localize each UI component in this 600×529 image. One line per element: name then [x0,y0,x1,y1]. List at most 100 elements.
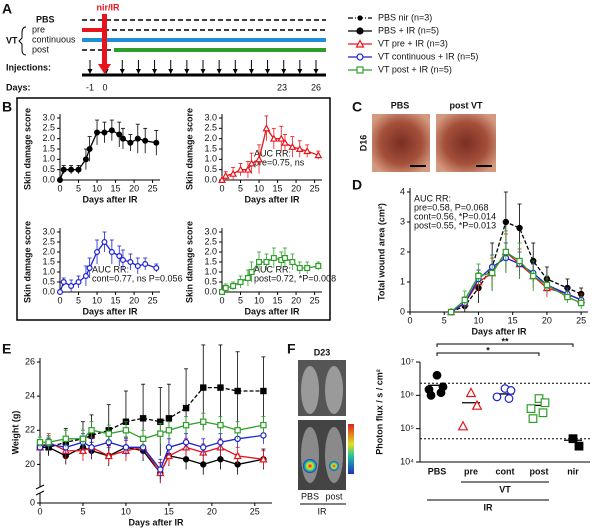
marker [200,444,207,451]
marker [122,427,130,434]
y-tick-label: 1.0 [42,154,55,164]
x-tick-label: 15 [111,183,121,193]
y-tick-label: 22 [25,425,35,435]
x-tick-label: 20 [291,295,301,305]
legend-label: PBS + IR (n=5) [378,25,439,35]
x-tick-label: 25 [310,295,320,305]
marker [105,430,112,437]
x-tick-label: 0 [57,295,62,305]
series-line [450,251,582,313]
day-label: 26 [311,82,321,92]
marker [119,135,126,142]
x-tick-label: 0 [37,506,42,516]
y-tick-label: 2.5 [42,123,55,133]
significance: ** [501,336,509,346]
panel-letter: C [352,99,362,115]
x-tick-label: 5 [238,183,243,193]
marker [219,289,226,296]
marker [465,387,477,398]
y-tick-label: 0.0 [42,174,55,184]
marker [116,253,123,260]
marker [259,454,268,463]
marker [75,279,82,286]
marker [88,444,95,451]
y-axis-label: Skin damage score [184,108,194,190]
row-label: PBS [36,14,55,24]
marker [62,435,69,443]
marker [217,384,224,391]
x-tick-label: 5 [238,295,243,305]
irradiation-bar [102,14,107,66]
y-tick-label: 1.5 [42,256,55,266]
marker [94,129,101,136]
marker [234,427,241,434]
injection-arrows [87,60,319,74]
marker [182,404,190,412]
x-tick-label: 5 [76,295,81,305]
marker [296,265,303,272]
line-chart: 0 5 10 15 20 25 0.00.51.01.52.02.53.0 Days afte… [22,221,182,316]
x-tick-label: 15 [111,295,121,305]
day-label: 23 [277,82,287,92]
x-tick-label: 0 [219,295,224,305]
marker [260,421,267,429]
marker [45,439,52,446]
x-axis-label: Days after IR [471,326,527,336]
marker [356,53,364,61]
marker [134,135,141,142]
marker [502,218,510,226]
marker [568,434,578,444]
marker [101,239,108,246]
annotation: AUC RR: [254,148,291,158]
y-tick-label: 0.5 [204,276,217,286]
legend-label: VT pre + IR (n=3) [378,38,448,48]
marker [134,263,141,270]
y-tick-label: 10⁴ [400,456,414,466]
arrow-head [135,69,141,74]
series-line [450,221,582,313]
marker [82,156,89,163]
marker [60,166,67,173]
marker [233,451,242,460]
marker [247,159,256,167]
marker [577,299,585,307]
y-tick-label: 1.5 [204,256,217,266]
marker [516,224,523,232]
marker [303,146,312,155]
photo-label: post [325,491,343,501]
marker [165,444,173,451]
marker [217,456,224,463]
marker [86,265,93,272]
y-tick-label: 2.0 [204,133,217,143]
row-label: continuous [32,34,76,44]
marker [68,283,75,290]
marker [461,296,468,304]
marker [222,285,229,292]
mouse [301,366,319,414]
marker [356,66,364,74]
marker [75,166,82,173]
marker [230,283,237,290]
marker [471,399,483,410]
x-tick-label: 10 [254,295,264,305]
marker [244,275,251,282]
y-tick-label: 26 [25,356,35,366]
y-tick-label: 0 [30,497,35,507]
marker [86,146,93,153]
marker [269,134,278,142]
marker [315,263,322,270]
marker [56,289,63,296]
marker [157,466,164,473]
annotation: AUC RR: [254,264,291,274]
marker [506,386,516,395]
marker [79,435,87,443]
panel-letter: E [2,341,11,357]
x-tick-label: 15 [164,506,174,516]
marker [142,137,149,144]
y-tick-label: 10⁷ [401,356,414,366]
y-tick-label: 0 [400,306,405,316]
annotation: pre=0.58, P=0.068 [414,202,489,212]
arrow-head [184,69,190,74]
